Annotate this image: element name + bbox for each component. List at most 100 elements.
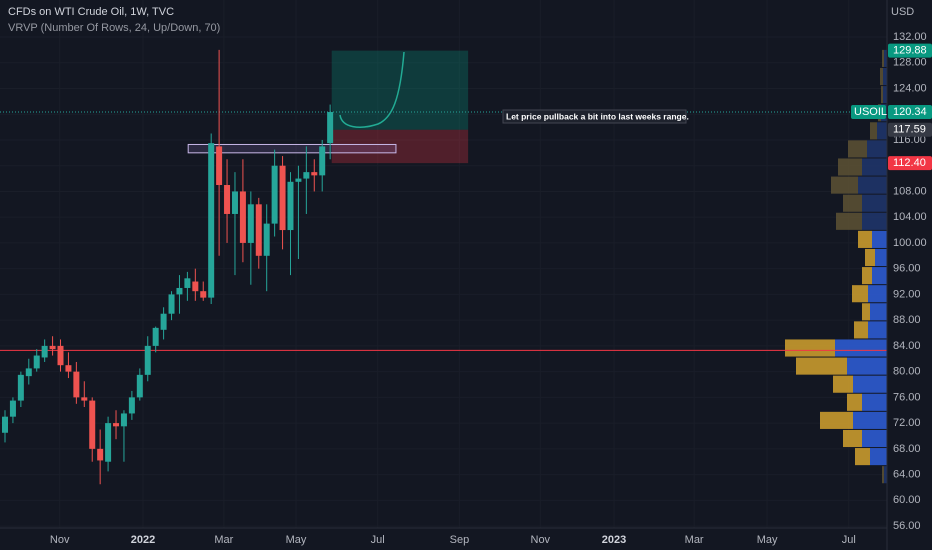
x-tick-label: 2023 bbox=[602, 534, 626, 546]
vp-up bbox=[868, 285, 887, 303]
candle-body bbox=[128, 397, 135, 414]
annotation-box bbox=[502, 109, 687, 124]
vp-down bbox=[880, 67, 883, 86]
candle-body bbox=[176, 287, 183, 295]
vp-down bbox=[882, 466, 884, 484]
y-tick-label: 96.00 bbox=[893, 263, 921, 275]
y-tick-label: 72.00 bbox=[893, 417, 921, 429]
annotation: Let price pullback a bit into last weeks… bbox=[506, 111, 689, 121]
y-tick-label: 124.00 bbox=[893, 82, 927, 94]
vp-down bbox=[831, 176, 858, 194]
candle-body bbox=[279, 165, 286, 231]
symbol-tag-bg bbox=[851, 105, 886, 120]
x-tick-label: Jul bbox=[371, 534, 385, 546]
y-tick-label: 80.00 bbox=[893, 366, 921, 378]
candle-body bbox=[216, 146, 223, 186]
candle-body bbox=[81, 397, 88, 401]
x-tick-label: May bbox=[286, 534, 307, 546]
y-tick-label: 60.00 bbox=[893, 494, 921, 506]
vp-up bbox=[877, 122, 887, 140]
vp-down bbox=[862, 267, 872, 285]
vp-up bbox=[858, 176, 887, 194]
last-price-bg bbox=[888, 105, 932, 120]
vp-up bbox=[884, 466, 887, 484]
candle-body bbox=[105, 423, 112, 462]
candle-body bbox=[263, 223, 270, 256]
y-tick-label: 56.00 bbox=[893, 520, 921, 532]
candle-body bbox=[208, 143, 215, 298]
candle-body bbox=[113, 423, 120, 427]
vp-down bbox=[843, 194, 862, 212]
vp-down bbox=[862, 303, 870, 321]
candle-body bbox=[17, 374, 24, 401]
candle-body bbox=[168, 294, 175, 314]
candle-body bbox=[25, 368, 32, 377]
vp-down bbox=[881, 86, 883, 104]
stop-price: 112.40 bbox=[893, 157, 926, 169]
vp-up bbox=[883, 67, 887, 86]
range-box bbox=[187, 143, 397, 154]
vp-down bbox=[847, 393, 862, 411]
candle-body bbox=[224, 185, 231, 214]
candle-body bbox=[57, 345, 64, 366]
candle-body bbox=[247, 204, 254, 243]
candle-body bbox=[327, 112, 334, 144]
y-tick-label: 68.00 bbox=[893, 443, 921, 455]
candle-body bbox=[97, 448, 104, 461]
candle-body bbox=[311, 172, 318, 176]
vp-up bbox=[862, 212, 887, 230]
candle-body bbox=[9, 400, 16, 417]
entry-price: 117.59 bbox=[893, 124, 926, 136]
vp-down bbox=[836, 212, 862, 230]
candle-body bbox=[65, 365, 72, 372]
vp-down bbox=[833, 375, 853, 393]
vp-down bbox=[854, 321, 868, 339]
x-tick-label: May bbox=[757, 534, 778, 546]
sketch-curve bbox=[339, 51, 405, 128]
y-tick-label: 132.00 bbox=[893, 31, 927, 43]
candle-body bbox=[184, 278, 191, 288]
candle-body bbox=[295, 178, 302, 182]
y-tick-label: 84.00 bbox=[893, 340, 921, 352]
y-tick-label: 108.00 bbox=[893, 185, 927, 197]
vp-up bbox=[875, 248, 887, 267]
profit-zone bbox=[331, 50, 469, 130]
y-tick-label: 128.00 bbox=[893, 57, 927, 69]
volume-profile bbox=[785, 49, 887, 484]
y-tick-label: 76.00 bbox=[893, 391, 921, 403]
axes: 56.00 60.00 64.00 68.00 72.00 76.00 80.00 84.00… bbox=[50, 31, 932, 546]
entry-price-bg bbox=[888, 122, 932, 137]
indicator-label: VRVP (Number Of Rows, 24, Up/Down, 70) bbox=[8, 22, 220, 34]
vp-down bbox=[870, 122, 877, 140]
vp-down bbox=[820, 411, 853, 429]
y-tick-label: 64.00 bbox=[893, 468, 921, 480]
y-tick-label: 92.00 bbox=[893, 288, 921, 300]
vp-down bbox=[796, 357, 847, 375]
candle-body bbox=[200, 291, 207, 298]
candle-body bbox=[271, 165, 278, 224]
vp-up bbox=[883, 86, 887, 104]
candle-body bbox=[255, 204, 262, 256]
drawings bbox=[0, 50, 887, 351]
vp-down bbox=[882, 49, 884, 67]
y-tick-label: 100.00 bbox=[893, 237, 927, 249]
candle-body bbox=[120, 413, 127, 427]
vp-down bbox=[855, 448, 870, 466]
x-tick-label: Nov bbox=[50, 534, 70, 546]
vp-down bbox=[785, 339, 835, 357]
currency: USD bbox=[891, 6, 914, 18]
vp-up bbox=[884, 49, 887, 67]
last-price: 120.34 bbox=[893, 106, 927, 118]
loss-zone bbox=[331, 129, 469, 164]
candle-body bbox=[303, 172, 310, 179]
vp-up bbox=[862, 393, 887, 411]
candle-body bbox=[192, 281, 199, 292]
vp-down bbox=[858, 230, 872, 248]
vp-down bbox=[848, 140, 867, 158]
x-tick-label: 2022 bbox=[131, 534, 155, 546]
vp-up bbox=[870, 448, 887, 466]
target-price-bg bbox=[888, 43, 932, 58]
vp-up bbox=[868, 321, 887, 339]
